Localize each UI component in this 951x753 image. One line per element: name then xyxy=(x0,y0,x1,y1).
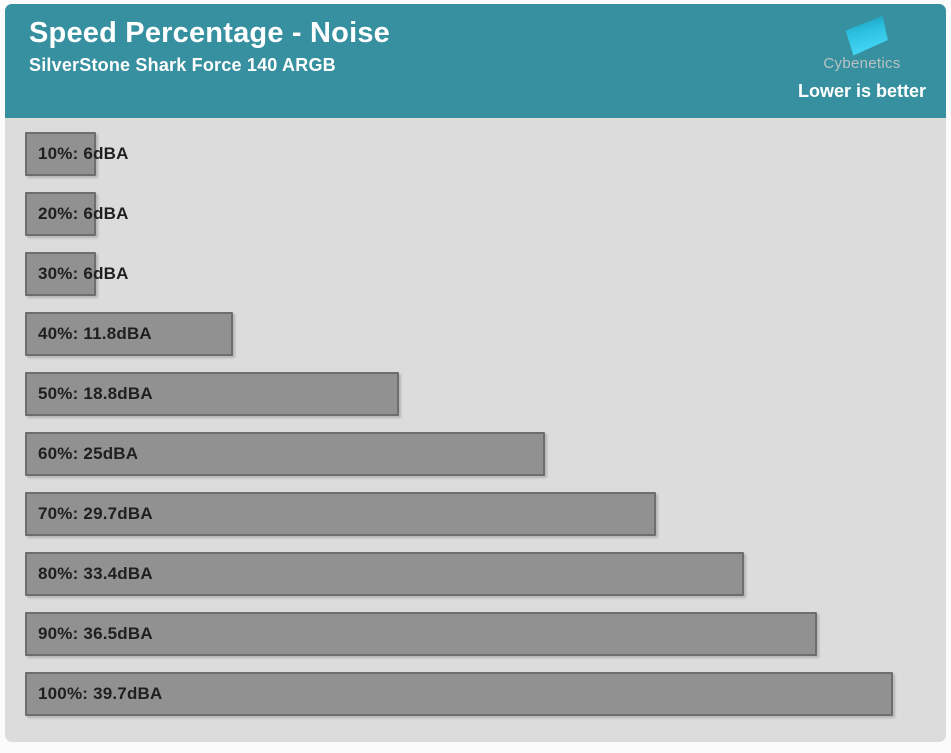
noise-bar-80pct: 80%: 33.4dBA xyxy=(25,552,744,596)
bar-label: 100%: 39.7dBA xyxy=(38,684,163,703)
bar-label: 10%: 6dBA xyxy=(38,144,129,163)
noise-bar-90pct: 90%: 36.5dBA xyxy=(25,612,817,656)
bar-label: 90%: 36.5dBA xyxy=(38,624,153,643)
bar-row: 20%: 6dBA xyxy=(25,192,926,236)
bar-row: 100%: 39.7dBA xyxy=(25,672,926,716)
bar-label: 20%: 6dBA xyxy=(38,204,129,223)
noise-bar-50pct: 50%: 18.8dBA xyxy=(25,372,399,416)
brand-block: Cybenetics Lower is better xyxy=(795,10,929,102)
cybenetics-wordmark: Cybenetics xyxy=(823,55,901,72)
noise-bar-70pct: 70%: 29.7dBA xyxy=(25,492,657,536)
noise-bar-10pct: 10%: 6dBA xyxy=(25,132,128,176)
bar-row: 70%: 29.7dBA xyxy=(25,492,926,536)
bar-label: 80%: 33.4dBA xyxy=(38,564,153,583)
bar-label: 30%: 6dBA xyxy=(38,264,129,283)
noise-bar-30pct: 30%: 6dBA xyxy=(25,252,128,296)
chart-subtitle: SilverStone Shark Force 140 ARGB xyxy=(29,55,336,75)
noise-bar-40pct: 40%: 11.8dBA xyxy=(25,312,234,356)
noise-bar-100pct: 100%: 39.7dBA xyxy=(25,672,893,716)
chart-plot-area: 10%: 6dBA 20%: 6dBA 30%: 6dBA 40%: 11.8dBA 5… xyxy=(5,118,946,716)
bar-row: 60%: 25dBA xyxy=(25,432,926,476)
bar-row: 90%: 36.5dBA xyxy=(25,612,926,656)
noise-bar-20pct: 20%: 6dBA xyxy=(25,192,128,236)
header-titles: Speed Percentage - Noise SilverStone Sha… xyxy=(5,4,946,76)
noise-bar-60pct: 60%: 25dBA xyxy=(25,432,546,476)
chart-card: Speed Percentage - Noise SilverStone Sha… xyxy=(5,4,946,742)
bar-label: 60%: 25dBA xyxy=(38,444,139,463)
bar-row: 50%: 18.8dBA xyxy=(25,372,926,416)
bar-label: 70%: 29.7dBA xyxy=(38,504,153,523)
bars-container: 10%: 6dBA 20%: 6dBA 30%: 6dBA 40%: 11.8dBA 5… xyxy=(25,132,926,716)
chart-header: Speed Percentage - Noise SilverStone Sha… xyxy=(5,4,946,118)
bar-label: 50%: 18.8dBA xyxy=(38,384,153,403)
bar-row: 10%: 6dBA xyxy=(25,132,926,176)
bar-label: 40%: 11.8dBA xyxy=(38,324,152,343)
bar-row: 40%: 11.8dBA xyxy=(25,312,926,356)
cybenetics-logo-icon xyxy=(845,15,888,56)
bar-row: 80%: 33.4dBA xyxy=(25,552,926,596)
bar-row: 30%: 6dBA xyxy=(25,252,926,296)
chart-title: Speed Percentage - Noise xyxy=(29,17,390,49)
lower-is-better-note: Lower is better xyxy=(797,81,927,101)
